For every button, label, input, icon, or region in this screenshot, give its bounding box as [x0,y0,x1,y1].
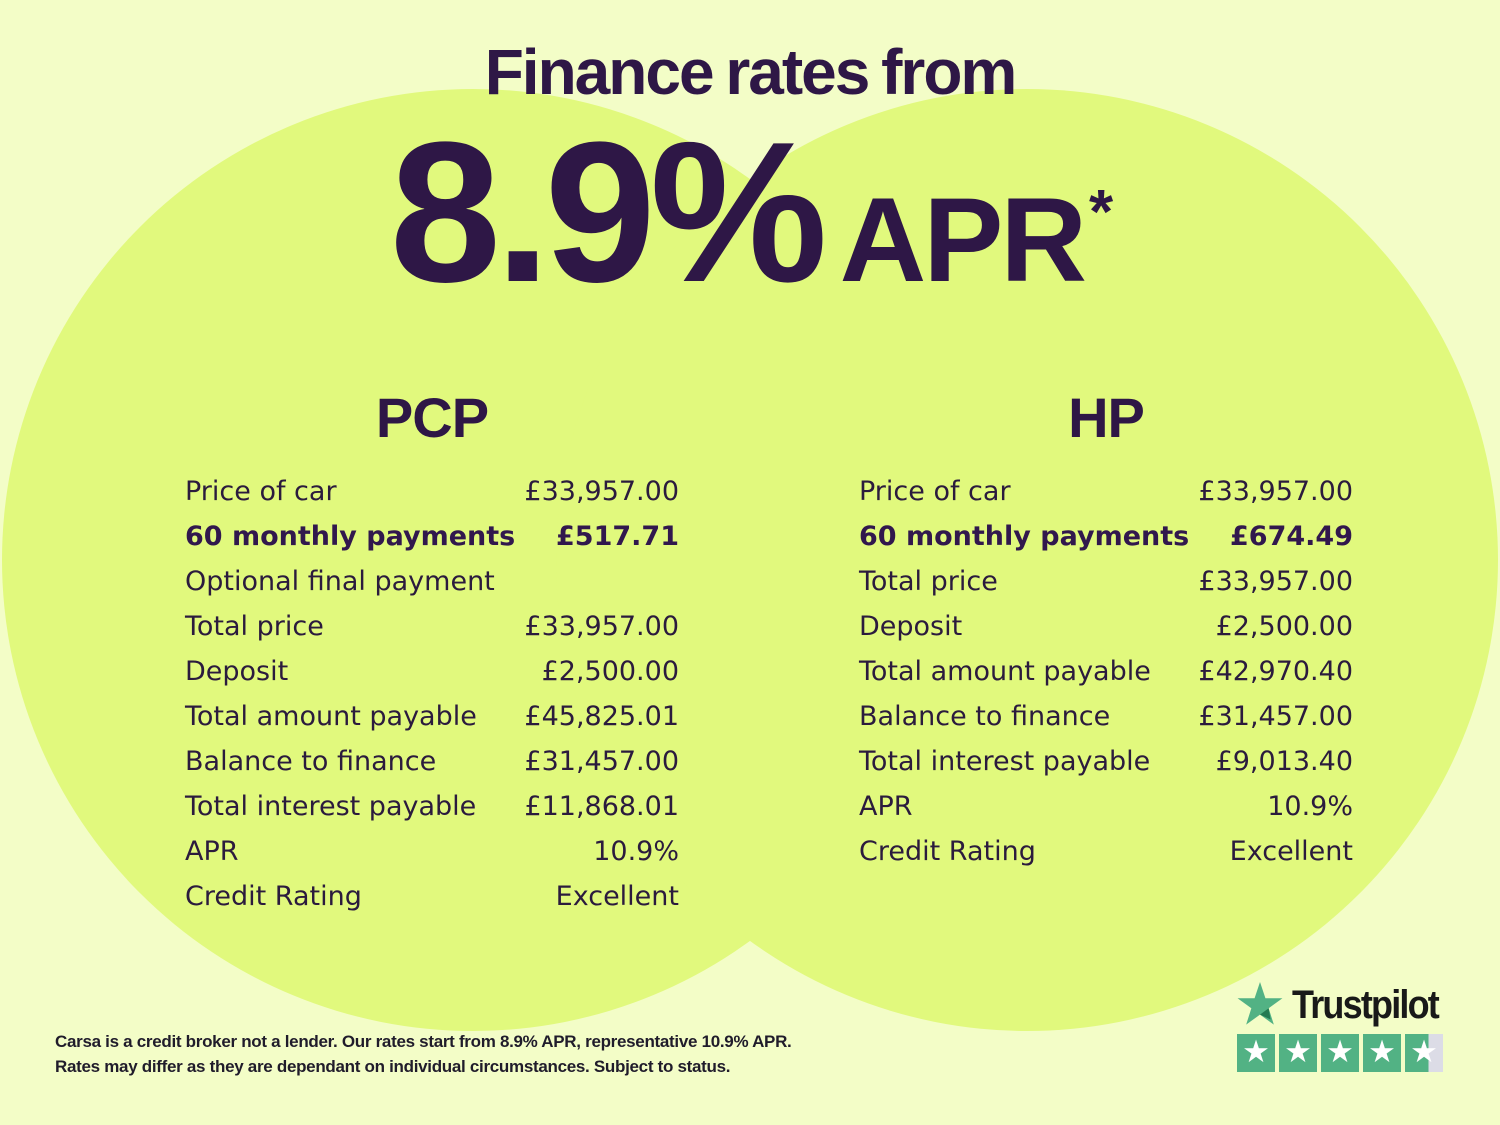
table-row: Price of car £33,957.00 [859,469,1353,514]
trustpilot-star-box: ★ [1321,1034,1359,1072]
table-row: Deposit £2,500.00 [185,649,679,694]
table-row: Total price £33,957.00 [185,604,679,649]
trustpilot-star-icon [1237,982,1283,1028]
table-row: Total interest payable £9,013.40 [859,739,1353,784]
table-row: APR 10.9% [185,829,679,874]
table-row-label: Total amount payable [859,656,1151,687]
table-row-value: £31,457.00 [524,746,679,777]
table-row-value: 10.9% [593,836,679,867]
table-row-label: APR [185,836,239,867]
table-row: Balance to finance £31,457.00 [185,739,679,784]
table-row-value: £45,825.01 [524,701,679,732]
table-row: Optional final payment [185,559,679,604]
star-icon: ★ [1284,1033,1312,1070]
table-row-label: Total amount payable [185,701,477,732]
table-row-value: £2,500.00 [1215,611,1353,642]
trustpilot-star-box: ★ [1363,1034,1401,1072]
table-row: Credit Rating Excellent [185,874,679,919]
table-row-label: 60 monthly payments [859,521,1190,552]
table-row: Price of car £33,957.00 [185,469,679,514]
table-row-label: APR [859,791,913,822]
table-row: APR 10.9% [859,784,1353,829]
table-row-value: £42,970.40 [1198,656,1353,687]
table-row-value: £31,457.00 [1198,701,1353,732]
table-row-label: Total price [185,611,324,642]
table-row: 60 monthly payments £517.71 [185,514,679,559]
table-row-label: Price of car [185,476,337,507]
table-row: Deposit £2,500.00 [859,604,1353,649]
pcp-heading: PCP [375,386,489,449]
table-row-label: Optional final payment [185,566,495,597]
table-row: Total amount payable £45,825.01 [185,694,679,739]
trustpilot-star-rating: ★ ★ ★ ★ ★ [1237,1034,1447,1072]
trustpilot-badge: Trustpilot ★ ★ ★ ★ ★ [1237,982,1447,1072]
trustpilot-star-box: ★ [1237,1034,1275,1072]
table-row-value: 10.9% [1267,791,1353,822]
table-row-value: £33,957.00 [524,611,679,642]
rate-unit: APR* [840,178,1114,300]
page-title: Finance rates from [484,36,1018,108]
trustpilot-wordmark: Trustpilot [1292,982,1440,1027]
table-row: Balance to finance £31,457.00 [859,694,1353,739]
hp-heading: HP [1068,386,1145,449]
table-row-label: Balance to finance [185,746,437,777]
table-row: Total interest payable £11,868.01 [185,784,679,829]
table-row-label: Balance to finance [859,701,1111,732]
table-row-value: £517.71 [556,521,679,552]
table-row-value: £33,957.00 [524,476,679,507]
trustpilot-star-box: ★ [1279,1034,1317,1072]
table-row-value: £674.49 [1230,521,1353,552]
table-row-value: £9,013.40 [1215,746,1353,777]
table-row: 60 monthly payments £674.49 [859,514,1353,559]
table-row-value: £33,957.00 [1198,476,1353,507]
hp-rows: Price of car £33,957.00 60 monthly paymen… [859,469,1353,874]
table-row-label: Total interest payable [859,746,1151,777]
table-row: Total price £33,957.00 [859,559,1353,604]
table-row-value: Excellent [555,881,679,912]
pcp-rows: Price of car £33,957.00 60 monthly paymen… [185,469,679,919]
table-row-value: £33,957.00 [1198,566,1353,597]
background-circle-right [556,89,1498,1031]
table-row-label: Credit Rating [859,836,1036,867]
table-row-label: Total interest payable [185,791,477,822]
disclaimer-line-1: Carsa is a credit broker not a lender. O… [55,1032,792,1051]
star-icon: ★ [1242,1033,1270,1070]
rate-value: 8.9% [389,101,828,324]
table-row-label: Deposit [859,611,963,642]
footnote-asterisk: * [1089,178,1113,247]
table-row-value: £11,868.01 [524,791,679,822]
table-row-label: Credit Rating [185,881,362,912]
table-row-label: Total price [859,566,998,597]
star-icon: ★ [1368,1033,1396,1070]
trustpilot-star-box-partial: ★ [1405,1034,1443,1072]
headline-rate: 8.9% APR* [0,113,1500,313]
table-row: Credit Rating Excellent [859,829,1353,874]
disclaimer-line-2: Rates may differ as they are dependant o… [55,1057,731,1076]
table-row: Total amount payable £42,970.40 [859,649,1353,694]
star-icon: ★ [1410,1033,1438,1070]
table-row-value: £2,500.00 [541,656,679,687]
rate-unit-label: APR [839,173,1087,307]
hp-table: HP Price of car £33,957.00 60 monthly pay… [859,390,1353,874]
star-icon: ★ [1326,1033,1354,1070]
pcp-table: PCP Price of car £33,957.00 60 monthly pa… [185,390,679,919]
table-row-label: 60 monthly payments [185,521,516,552]
table-row-label: Price of car [859,476,1011,507]
disclaimer: Carsa is a credit broker not a lender. O… [55,1029,835,1079]
trustpilot-logo: Trustpilot [1237,982,1447,1028]
table-row-value: Excellent [1229,836,1353,867]
table-row-label: Deposit [185,656,289,687]
